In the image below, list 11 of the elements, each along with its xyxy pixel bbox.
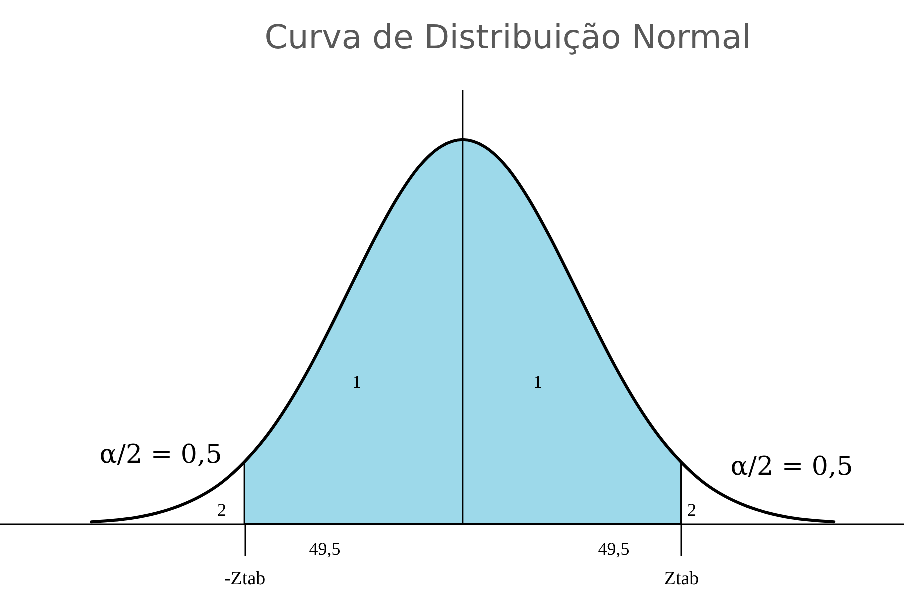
annotation: α/2 = 0,5	[730, 452, 854, 482]
annotation: 1	[534, 372, 542, 392]
x-tick-label: Ztab	[664, 568, 700, 590]
annotation: 2	[688, 500, 696, 520]
annotation: α/2 = 0,5	[100, 440, 222, 470]
x-tick-label: -Ztab	[224, 568, 266, 590]
annotation: 1	[352, 372, 362, 392]
chart-title: Curva de Distribuição Normal	[264, 17, 752, 56]
text: 49,5	[598, 539, 630, 559]
annotation: 2	[218, 500, 226, 520]
text: 49,5	[309, 539, 341, 559]
